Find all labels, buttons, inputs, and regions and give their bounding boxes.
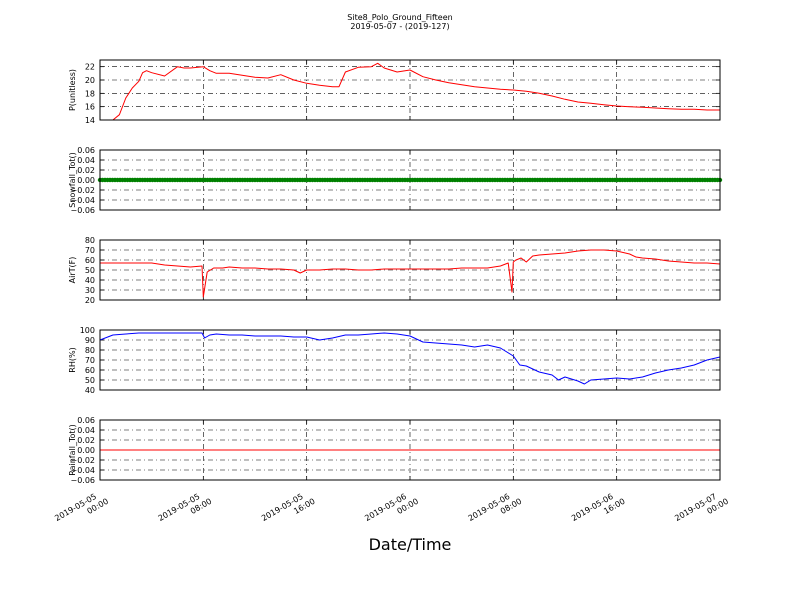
panel-1-ytick-label: 18 (85, 89, 95, 98)
x-tick-label: 2019-05-0600:00 (363, 488, 420, 532)
x-tick-label: 2019-05-0616:00 (570, 488, 627, 532)
x-tick-label: 2019-05-0500:00 (53, 488, 110, 532)
panel-5-ytick-label: 0.06 (77, 416, 95, 425)
panel-3-ytick-label: 20 (85, 296, 95, 305)
panel-3-series-line (100, 249, 721, 298)
panel-1-ylabel: P(unitless) (68, 69, 77, 111)
panel-5-ytick-label: −0.02 (70, 456, 95, 465)
panel-5-ytick-label: 0.02 (77, 436, 95, 445)
panel-4-ytick-label: 90 (85, 336, 95, 345)
panel-5-ylabel: Rainfall_Tot() (68, 424, 77, 476)
panel-2-ylabel: Snowfall_Tot() (68, 152, 77, 208)
x-tick-label: 2019-05-0608:00 (467, 488, 524, 532)
panel-3-ytick-label: 60 (85, 256, 95, 265)
panel-3-ytick-label: 50 (85, 266, 95, 275)
panel-1-frame (99, 59, 721, 121)
panel-3-frame (99, 239, 721, 301)
x-tick-label: 2019-05-0516:00 (260, 488, 317, 532)
panel-2-ytick-label: 0.02 (77, 166, 95, 175)
panel-1-series-line (100, 62, 720, 121)
panel-1-ytick-label: 14 (85, 116, 95, 125)
panel-1: 14 16 18 20 22 P(unitless) (68, 59, 721, 125)
panel-2-ytick-label: 0.06 (77, 146, 95, 155)
panel-4-ytick-label: 80 (85, 346, 95, 355)
panel-4-ylabel: RH(%) (68, 347, 77, 372)
panel-4-ytick-label: 70 (85, 356, 95, 365)
panel-4-frame (99, 329, 721, 391)
x-axis-label: Date/Time (369, 535, 452, 554)
panel-1-ytick-label: 20 (85, 76, 95, 85)
chart-panels: 1416182022P(unitless)−0.06−0.04−0.020.00… (68, 59, 723, 485)
panel-2-ytick-label: −0.06 (70, 206, 95, 215)
panel-5-ytick-label: −0.06 (70, 476, 95, 485)
panel-2: −0.06−0.04−0.020.000.020.040.06Snowfall_… (68, 146, 723, 215)
panel-2-ytick-label: 0.00 (77, 176, 95, 185)
panel-3-ytick-label: 70 (85, 246, 95, 255)
chart-subtitle: 2019-05-07 - (2019-127) (350, 22, 449, 31)
x-tick-label: 2019-05-0700:00 (673, 488, 730, 532)
panel-5-ytick-label: −0.04 (70, 466, 95, 475)
x-axis-ticks: 2019-05-0500:00 2019-05-0508:00 2019-05-05… (53, 488, 730, 532)
panel-4-series-line (99, 332, 721, 385)
panel-2-series-markers (97, 177, 723, 183)
panel-1-ytick-label: 22 (85, 63, 95, 72)
panel-4-ytick-label: 40 (85, 386, 95, 395)
panel-5: −0.06−0.04−0.020.000.020.040.06Rainfall_… (68, 416, 721, 485)
panel-3-ytick-label: 40 (85, 276, 95, 285)
panel-2-ytick-label: −0.02 (70, 186, 95, 195)
panel-1-ytick-label: 16 (85, 103, 95, 112)
panel-2-ytick-label: 0.04 (77, 156, 95, 165)
x-tick-label: 2019-05-0508:00 (157, 488, 214, 532)
panel-4-ytick-label: 60 (85, 366, 95, 375)
panel-4-ytick-label: 50 (85, 376, 95, 385)
panel-2-frame (99, 149, 721, 211)
panel-4-ytick-label: 100 (80, 326, 95, 335)
panel-3-ytick-label: 30 (85, 286, 95, 295)
panel-5-ytick-label: 0.00 (77, 446, 95, 455)
chart-title: Site8_Polo_Ground_Fifteen (347, 13, 452, 22)
panel-5-frame (99, 419, 721, 481)
panel-5-ytick-label: 0.04 (77, 426, 95, 435)
panel-2-ytick-label: −0.04 (70, 196, 95, 205)
panel-3-ytick-label: 80 (85, 236, 95, 245)
panel-3-ylabel: AirT(F) (68, 257, 77, 284)
